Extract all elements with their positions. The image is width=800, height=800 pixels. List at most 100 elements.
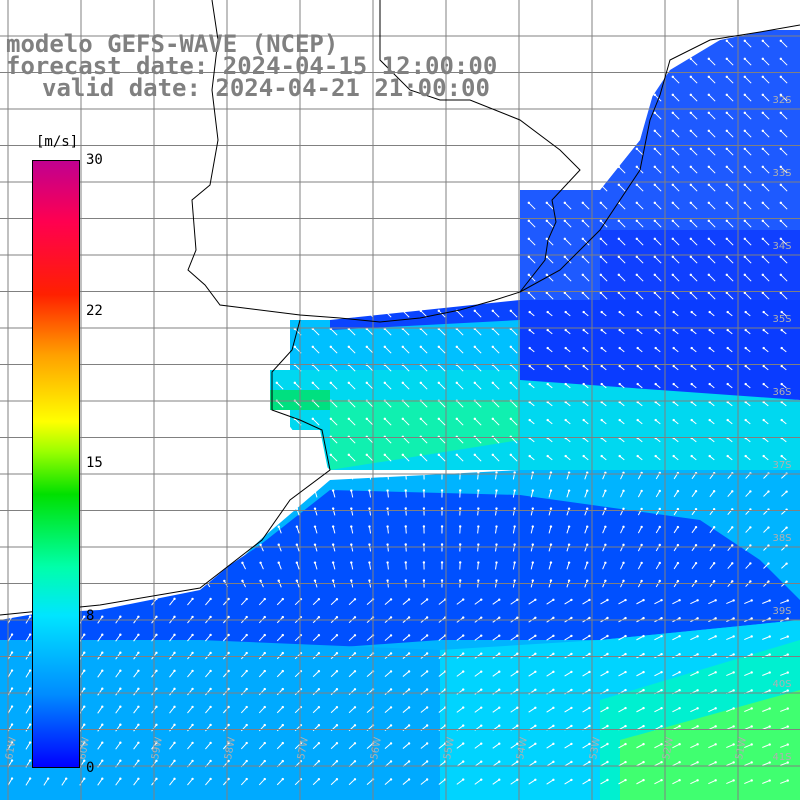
wind-arrow-head — [331, 489, 335, 492]
wind-arrow — [654, 274, 662, 282]
wind-arrow — [330, 400, 338, 408]
wind-arrow-head — [477, 525, 480, 528]
wind-arrow-head — [119, 759, 122, 762]
wind-arrow-head — [227, 651, 230, 655]
wind-arrow-head — [624, 760, 627, 764]
wind-arrow-head — [295, 507, 299, 510]
wind-arrow-head — [785, 562, 788, 565]
wind-arrow — [510, 671, 518, 677]
wind-arrow — [762, 780, 770, 784]
wind-arrow — [456, 418, 464, 426]
wind-arrow — [330, 310, 338, 318]
wind-arrow-head — [689, 93, 693, 97]
wind-arrow-head — [209, 633, 212, 637]
wind-arrow-head — [658, 561, 661, 565]
wind-arrow — [312, 382, 320, 390]
wind-arrow — [618, 166, 626, 174]
wind-arrow-head — [563, 219, 567, 223]
wind-arrow-head — [313, 561, 317, 564]
wind-arrow-head — [653, 183, 657, 187]
wind-arrow — [474, 328, 482, 336]
wind-arrow — [348, 364, 356, 372]
wind-arrow-head — [786, 689, 789, 692]
wind-arrow — [25, 634, 31, 642]
wind-arrow-head — [458, 507, 462, 510]
wind-arrow-head — [350, 543, 353, 546]
wind-arrow-head — [672, 328, 675, 332]
wind-arrow — [780, 672, 788, 676]
wind-arrow-head — [690, 346, 693, 350]
wind-arrow-head — [245, 759, 248, 763]
wind-arrow-head — [317, 598, 321, 601]
wind-arrow — [528, 202, 536, 210]
wind-arrow-head — [672, 310, 675, 314]
wind-arrow — [402, 346, 410, 354]
wind-arrow — [744, 600, 752, 604]
wind-arrow-head — [606, 724, 609, 728]
wind-arrow-head — [563, 237, 567, 241]
wind-arrow-head — [570, 670, 573, 674]
wind-arrow-head — [10, 669, 14, 672]
wind-arrow — [384, 310, 392, 318]
wind-arrow-head — [708, 310, 711, 314]
wind-arrow-head — [317, 760, 321, 763]
wind-arrow — [564, 761, 572, 767]
wind-arrow-head — [678, 689, 681, 692]
wind-arrow-head — [293, 345, 297, 349]
wind-arrow-head — [689, 165, 693, 169]
wind-arrow — [222, 688, 230, 696]
wind-arrow-head — [419, 453, 423, 457]
wind-arrow-head — [458, 561, 462, 564]
wind-arrow — [618, 238, 626, 246]
wind-arrow-head — [653, 219, 657, 223]
wind-arrow — [708, 130, 716, 138]
wind-arrow — [582, 707, 590, 713]
wind-arrow-head — [28, 777, 32, 780]
wind-arrow-head — [762, 346, 765, 350]
wind-arrow — [402, 310, 410, 318]
wind-arrow — [708, 599, 716, 605]
wind-arrow — [654, 599, 662, 605]
wind-arrow — [474, 635, 482, 641]
wind-arrow-head — [714, 617, 717, 620]
wind-arrow-head — [599, 255, 603, 259]
wind-arrow-head — [606, 634, 609, 638]
wind-arrow-head — [635, 165, 639, 169]
wind-arrow — [654, 202, 662, 210]
lat-label: 41S — [772, 752, 791, 763]
wind-arrow-head — [513, 507, 516, 510]
wind-arrow — [600, 743, 608, 749]
wind-arrow-head — [642, 634, 645, 638]
wind-arrow — [115, 634, 121, 642]
wind-arrow — [744, 744, 752, 748]
wind-arrow — [222, 634, 230, 642]
wind-arrow-head — [768, 599, 771, 602]
wind-arrow — [654, 220, 662, 228]
wind-arrow-head — [545, 237, 549, 241]
wind-arrow-head — [173, 741, 176, 745]
wind-arrow — [582, 274, 590, 282]
wind-arrow — [546, 707, 554, 713]
wind-arrow — [582, 671, 590, 677]
wind-arrow-head — [732, 653, 735, 656]
wind-arrow — [780, 148, 788, 156]
wind-arrow-head — [173, 615, 176, 619]
wind-arrow-head — [618, 364, 621, 368]
wind-arrow-head — [653, 129, 657, 133]
wind-arrow-head — [191, 723, 194, 727]
wind-arrow-head — [477, 507, 480, 510]
wind-arrow-head — [281, 633, 284, 637]
wind-arrow-head — [624, 598, 627, 602]
wind-arrow — [366, 364, 374, 372]
wind-arrows — [7, 39, 789, 786]
wind-arrow — [726, 635, 734, 641]
wind-arrow-head — [335, 724, 339, 727]
wind-arrow-head — [689, 201, 693, 205]
wind-arrow-head — [437, 453, 441, 457]
wind-arrow — [600, 779, 608, 785]
wind-arrow — [636, 779, 644, 785]
wind-arrow-head — [750, 635, 753, 638]
wind-arrow — [492, 382, 500, 390]
wind-arrow-head — [707, 165, 711, 169]
wind-arrow-head — [368, 543, 371, 546]
